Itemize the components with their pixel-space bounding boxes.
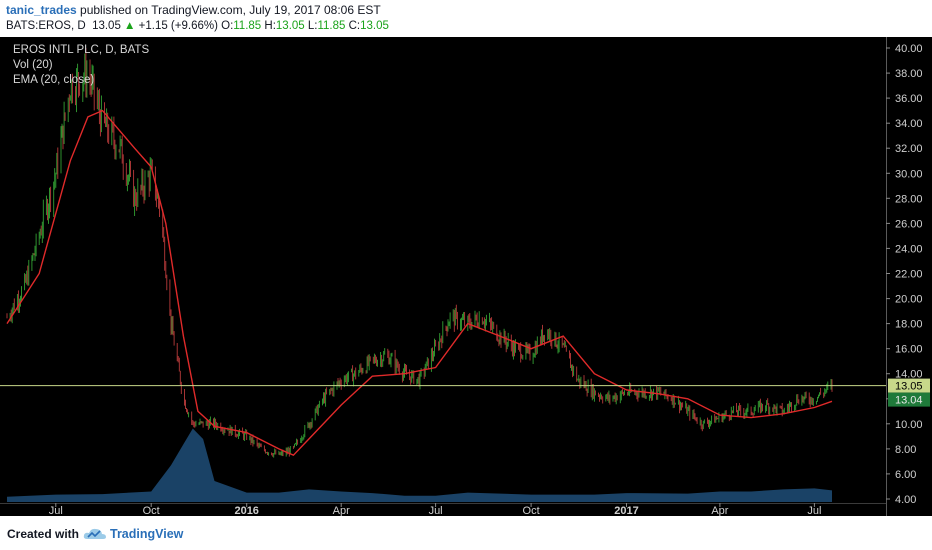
volume-area (7, 428, 832, 502)
created-with-text: Created with (7, 527, 80, 541)
y-tick-label: 18.00 (895, 319, 923, 331)
y-tick-label: 20.00 (895, 294, 923, 306)
y-tick-label: 36.00 (895, 93, 923, 105)
change-value: +1.15 (+9.66%) (138, 20, 218, 32)
y-tick-label: 16.00 (895, 344, 923, 356)
y-tick-label: 22.00 (895, 269, 923, 281)
y-tick-label: 28.00 (895, 193, 923, 205)
y-tick-label: 34.00 (895, 118, 923, 130)
last-price-tag (888, 378, 930, 393)
price-chart[interactable]: 4.006.008.0010.0012.0014.0016.0018.0020.… (0, 37, 932, 517)
x-tick-label: Oct (143, 505, 160, 516)
ema-price-tag-text: 13.04 (895, 395, 923, 407)
ema-price-tag (888, 392, 930, 407)
candles-layer (6, 48, 833, 458)
legend-ema: EMA (20, close) (13, 74, 94, 86)
x-tick-label: Jul (807, 505, 821, 516)
time-axis[interactable]: Jul Oct 2016 Apr Jul Oct 2017 Apr Jul (49, 503, 822, 517)
x-tick-label: Jul (429, 505, 443, 516)
open-label: O: (221, 20, 234, 32)
tradingview-cloud-icon (83, 528, 106, 539)
legend-volume: Vol (20) (13, 59, 53, 71)
ema-line (6, 109, 833, 457)
low-value: 11.85 (317, 20, 346, 32)
y-tick-label: 8.00 (895, 444, 916, 456)
y-tick-label: 24.00 (895, 243, 923, 255)
last-price-tag-text: 13.05 (895, 381, 923, 393)
y-tick-label: 26.00 (895, 218, 923, 230)
legend-symbol: EROS INTL PLC, D, BATS (13, 44, 149, 56)
footer: Created with TradingView (0, 516, 932, 550)
y-tick-label: 30.00 (895, 168, 923, 180)
price-labels: 13.05 13.04 (888, 378, 930, 407)
open-value: 11.85 (233, 20, 262, 32)
chart-header: tanic_trades published on TradingView.co… (0, 0, 932, 37)
x-tick-label: 2016 (234, 505, 258, 516)
y-tick-label: 32.00 (895, 143, 923, 155)
up-arrow-icon: ▲ (124, 20, 136, 32)
ema-layer (6, 109, 833, 457)
x-tick-label: 2017 (614, 505, 638, 516)
published-text: published on TradingView.com, July 19, 2… (76, 3, 381, 17)
x-tick-label: Jul (49, 505, 63, 516)
chart-legend: EROS INTL PLC, D, BATS Vol (20) EMA (20,… (13, 44, 149, 86)
ohlc-line: BATS:EROS, D 13.05 ▲ +1.15 (+9.66%) O:11… (6, 19, 389, 33)
x-tick-label: Apr (333, 505, 350, 516)
volume-layer (7, 428, 832, 502)
high-label: H: (264, 20, 276, 32)
x-tick-label: Apr (711, 505, 728, 516)
symbol-label: BATS:EROS, D (6, 20, 86, 32)
chart-area[interactable]: 4.006.008.0010.0012.0014.0016.0018.0020.… (0, 37, 932, 517)
tradingview-link[interactable]: TradingView (110, 527, 184, 541)
close-value: 13.05 (360, 20, 389, 32)
y-tick-label: 10.00 (895, 419, 923, 431)
y-tick-label: 14.00 (895, 369, 923, 381)
price-axis[interactable]: 4.006.008.0010.0012.0014.0016.0018.0020.… (886, 43, 923, 506)
last-price: 13.05 (92, 20, 121, 32)
x-tick-label: Oct (523, 505, 540, 516)
high-value: 13.05 (275, 20, 305, 32)
y-tick-label: 6.00 (895, 469, 916, 481)
author-link[interactable]: tanic_trades (6, 3, 77, 17)
y-tick-label: 4.00 (895, 494, 916, 506)
y-tick-label: 40.00 (895, 43, 923, 55)
close-label: C: (348, 20, 361, 32)
y-tick-label: 38.00 (895, 68, 923, 80)
publish-line: tanic_trades published on TradingView.co… (6, 3, 381, 17)
low-label: L: (307, 20, 318, 32)
